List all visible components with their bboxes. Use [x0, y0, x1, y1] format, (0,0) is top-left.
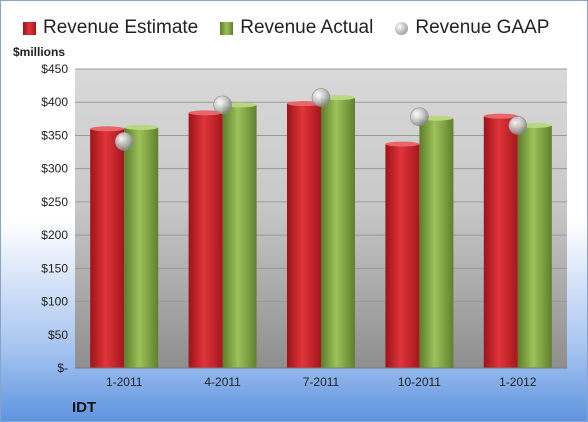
bar-revenue-actual [321, 97, 355, 369]
y-tick-label: $50 [48, 328, 68, 342]
y-tick-label: $250 [41, 195, 68, 209]
x-tick-label: 1-2011 [106, 375, 143, 389]
y-tick-label: $300 [41, 162, 68, 176]
legend-swatch-actual [220, 21, 234, 35]
legend-item-actual: Revenue Actual [220, 17, 373, 39]
bar-revenue-estimate [287, 103, 321, 368]
y-tick-label: $400 [41, 95, 68, 109]
y-tick-label: $450 [41, 62, 68, 76]
legend-item-estimate: Revenue Estimate [23, 17, 198, 39]
bar-revenue-actual [419, 118, 454, 369]
bar-revenue-actual [222, 104, 257, 368]
bar-cap-estimate [483, 113, 518, 119]
marker-revenue-gaap [311, 88, 331, 107]
bar-cap-estimate [90, 126, 125, 132]
legend-label-estimate: Revenue Estimate [43, 17, 199, 38]
marker-revenue-gaap [114, 132, 134, 151]
bar-revenue-estimate [90, 128, 125, 368]
bar-cap-estimate [287, 101, 321, 107]
x-tick-label: 4-2011 [204, 375, 241, 389]
bar-cap-estimate [385, 141, 420, 147]
y-tick-label: $200 [41, 228, 68, 242]
x-tick-label: 7-2011 [303, 375, 340, 389]
marker-revenue-gaap [410, 107, 429, 127]
legend-label-actual: Revenue Actual [240, 17, 374, 38]
y-tick-label: $100 [41, 295, 68, 309]
bar-revenue-estimate [483, 116, 518, 368]
bar-revenue-actual [517, 125, 552, 368]
legend-swatch-estimate [23, 21, 36, 35]
marker-revenue-gaap [213, 95, 232, 115]
bar-revenue-actual [124, 127, 159, 369]
y-tick-label: $350 [41, 128, 68, 142]
marker-revenue-gaap [508, 116, 528, 135]
bar-cap-estimate [188, 110, 223, 116]
legend-item-gaap: Revenue GAAP [395, 17, 549, 39]
bar-cap-actual [124, 124, 159, 130]
legend-label-gaap: Revenue GAAP [415, 17, 550, 38]
x-tick-label: 1-2012 [499, 375, 537, 389]
y-tick-label: $150 [41, 261, 68, 275]
bar-revenue-estimate [385, 144, 420, 368]
y-axis-title: $millions [13, 45, 66, 59]
legend: Revenue Estimate Revenue Actual Revenue … [23, 17, 571, 39]
x-tick-label: 10-2011 [398, 375, 441, 389]
bar-revenue-estimate [188, 112, 223, 368]
company-name: IDT [72, 399, 97, 416]
y-tick-label: $- [57, 361, 68, 375]
legend-swatch-gaap [395, 21, 409, 35]
